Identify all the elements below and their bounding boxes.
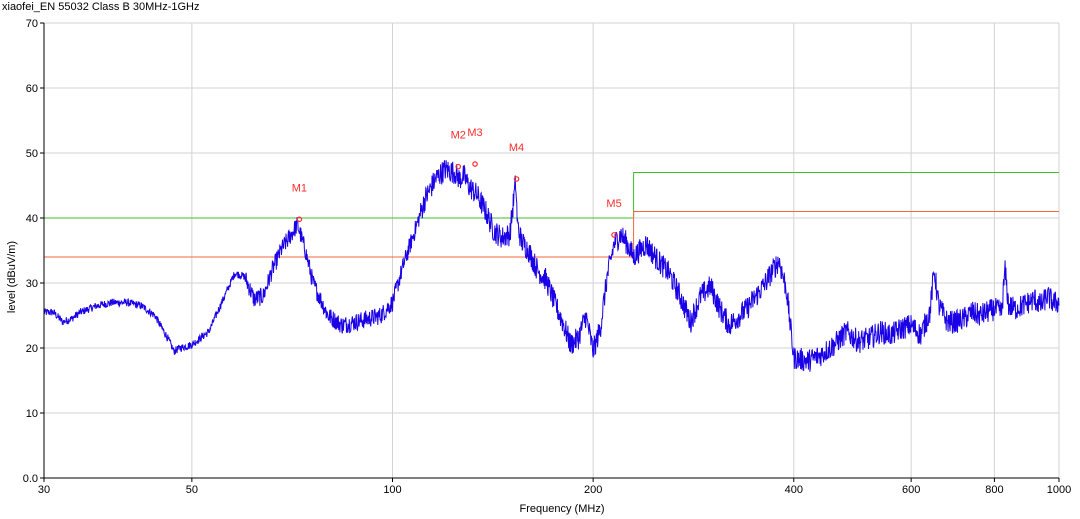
limit-line	[44, 172, 1059, 219]
x-tick-label: 50	[186, 484, 198, 496]
x-tick-label: 600	[902, 484, 920, 496]
x-tick-label: 200	[584, 484, 602, 496]
marker-point-m1	[296, 216, 303, 223]
y-tick-label: 30	[26, 278, 38, 290]
y-tick-label: 60	[26, 83, 38, 95]
y-tick-label: 70	[26, 18, 38, 30]
y-tick-label: 40	[26, 213, 38, 225]
chart-title: xiaofei_EN 55032 Class B 30MHz-1GHz	[2, 1, 200, 13]
marker-label-m2: M2	[451, 130, 466, 142]
x-axis-title: Frequency (MHz)	[520, 503, 605, 515]
marker-label-m3: M3	[467, 127, 482, 139]
markers: M1 M2 M3 M4 M5	[292, 127, 622, 238]
marker-point-m4	[513, 176, 520, 182]
limit-line	[44, 211, 1059, 258]
marker-point-m2	[455, 163, 462, 170]
marker-label-m1: M1	[292, 182, 307, 194]
marker-label-m4: M4	[509, 142, 524, 154]
y-tick-label: 0.0	[23, 473, 38, 485]
marker-label-m5: M5	[606, 198, 621, 210]
x-tick-label: 30	[38, 484, 50, 496]
grid-lines	[43, 22, 1060, 479]
x-tick-label: 1000	[1047, 484, 1071, 496]
y-tick-label: 50	[26, 148, 38, 160]
x-tick-label: 100	[383, 484, 401, 496]
plot-area	[44, 23, 1059, 478]
marker-point-m5	[611, 232, 617, 238]
axes: 30 50 100 200 400 600 800 1000 0.0 10 20 30 40 50 60 70	[23, 18, 1072, 496]
y-tick-label: 20	[26, 343, 38, 355]
marker-point-m3	[472, 161, 478, 167]
limit-lines	[44, 172, 1059, 258]
y-axis-title: level (dBuV/m)	[6, 241, 18, 313]
trace-series	[43, 160, 1060, 372]
trace-line	[43, 160, 1060, 372]
x-tick-label: 400	[785, 484, 803, 496]
x-tick-label: 800	[985, 484, 1003, 496]
y-tick-label: 10	[26, 408, 38, 420]
